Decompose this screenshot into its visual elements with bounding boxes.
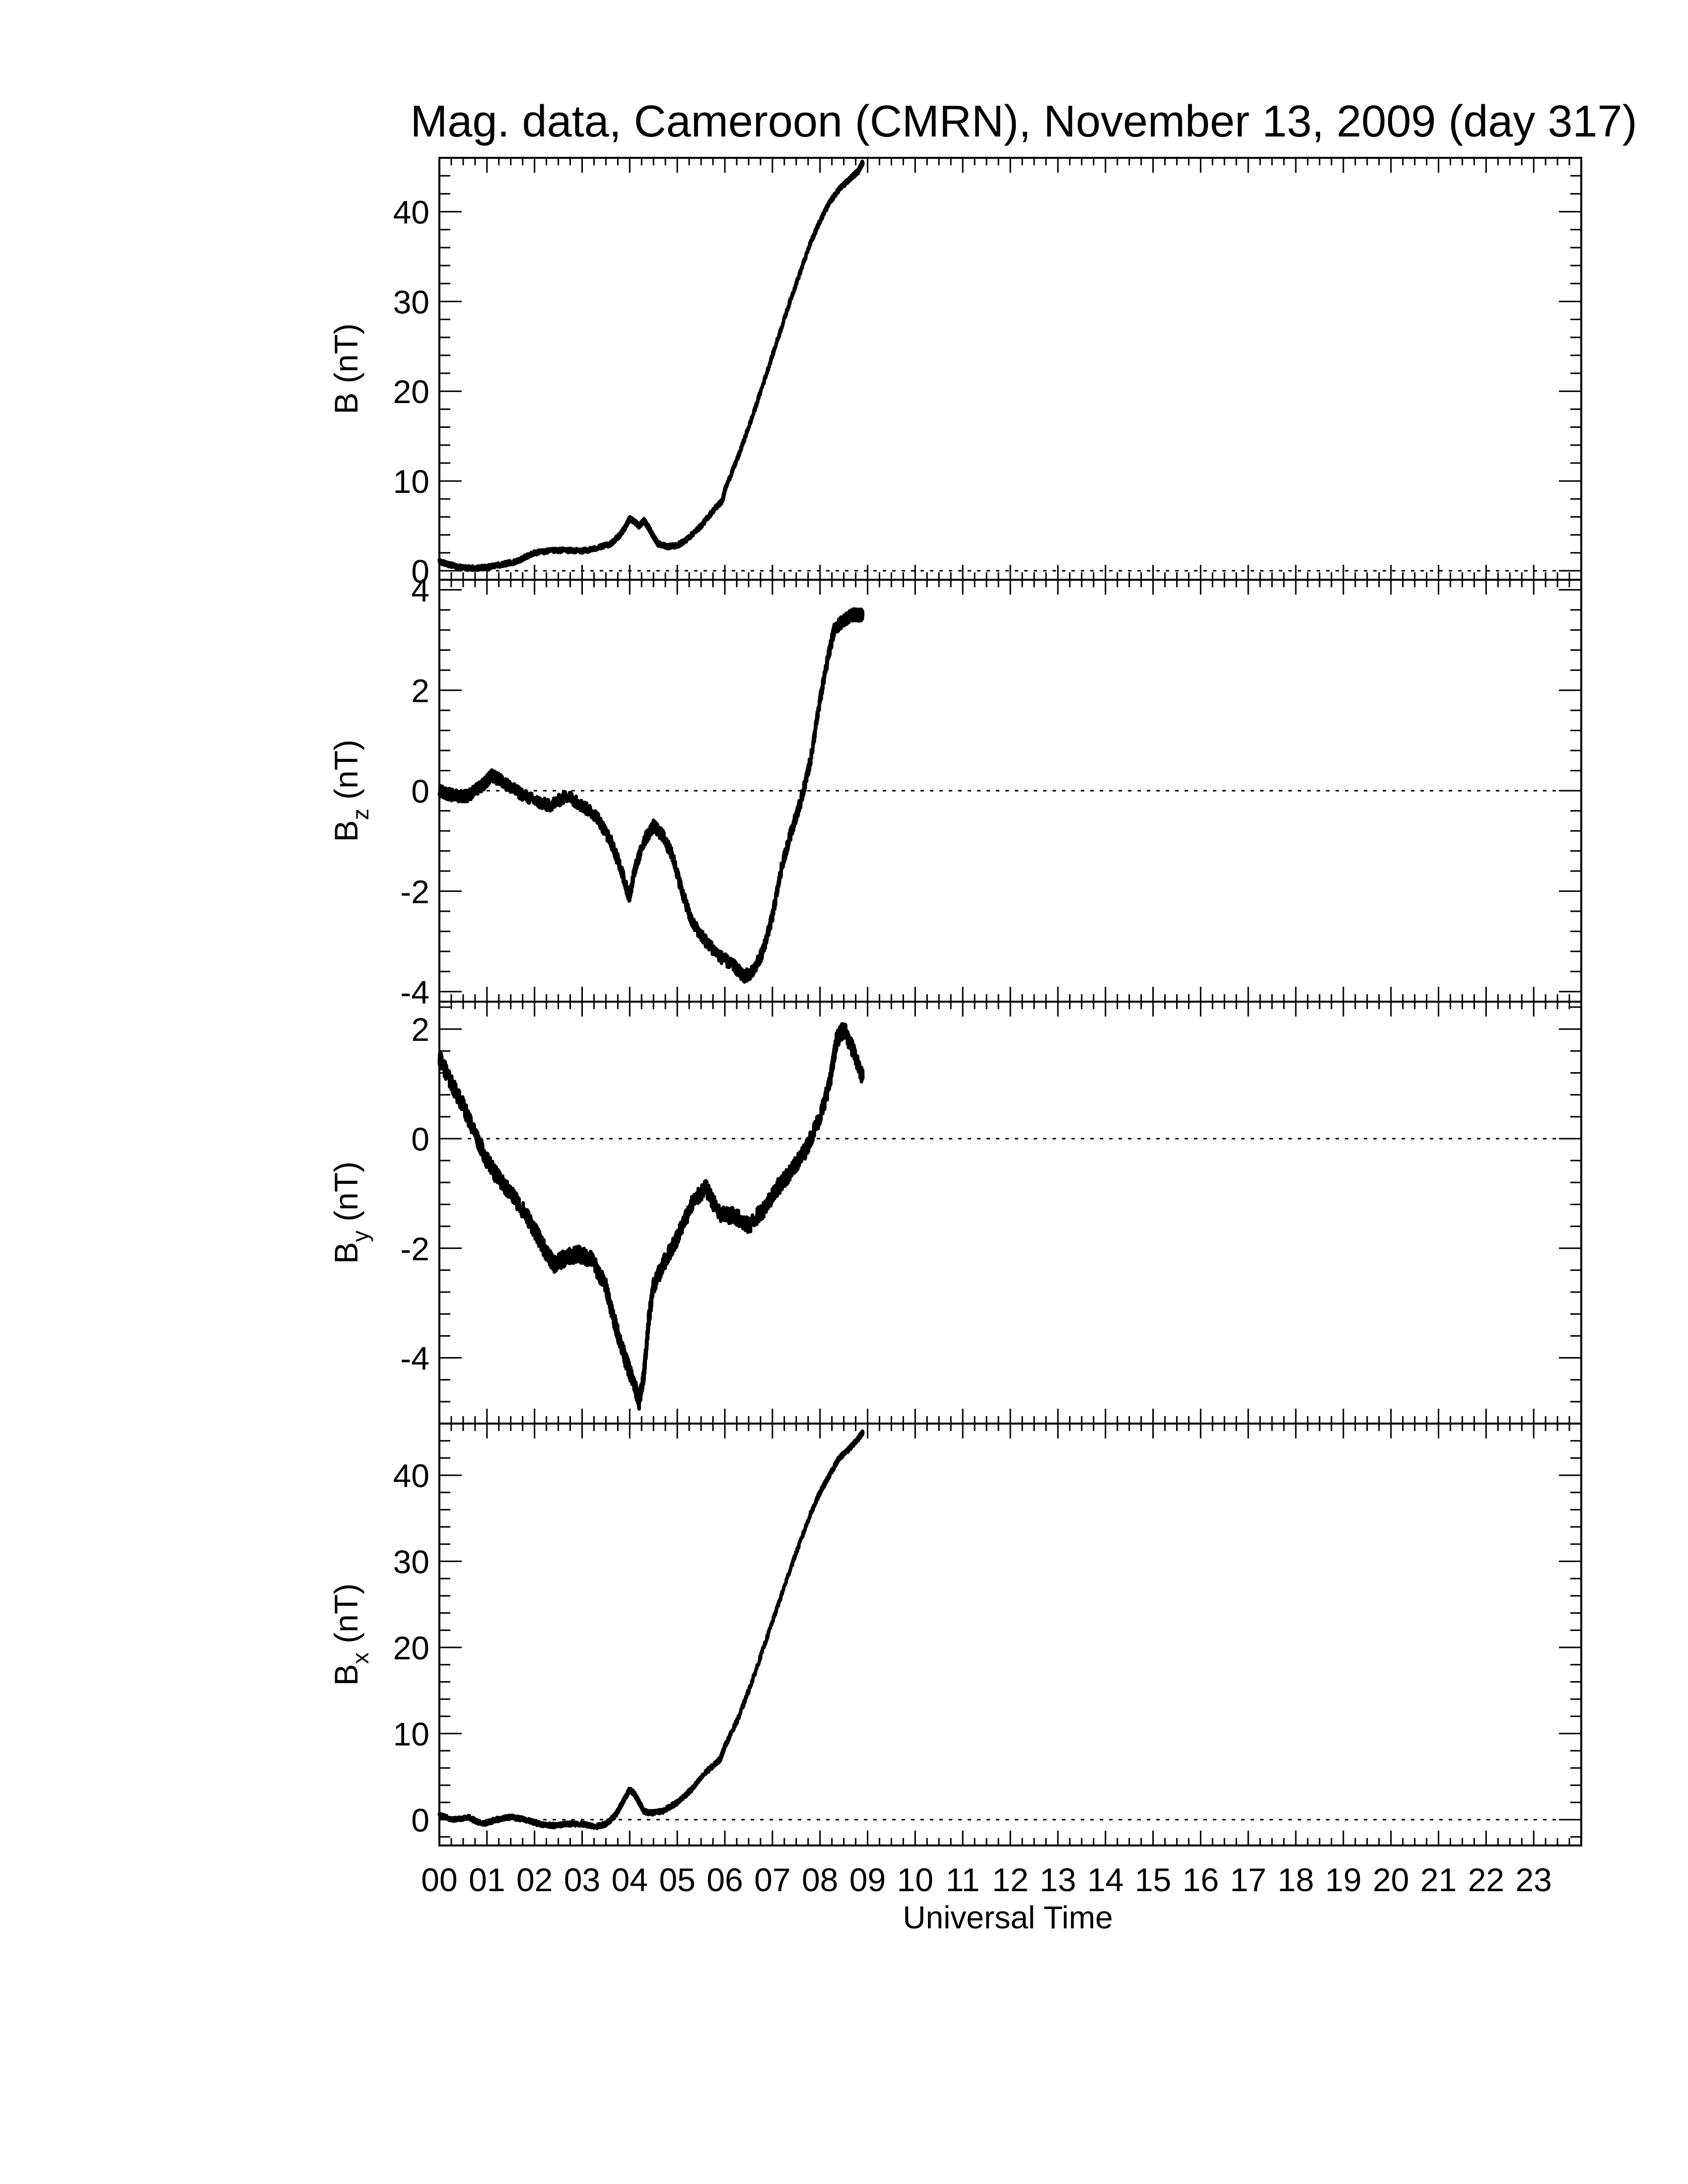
x-tick-label: 05 [659, 1861, 695, 1898]
y-tick-label: 10 [393, 463, 429, 500]
x-tick-label: 09 [849, 1861, 886, 1898]
panel-By: -4 -2 0 2 By (nT) [328, 1001, 1582, 1425]
series-line-Bz [437, 607, 865, 984]
x-tick-label: 06 [706, 1861, 743, 1898]
y-axis-label-B: B (nT) [328, 323, 364, 414]
panel-B: 0 10 20 30 40 B (nT) [328, 157, 1582, 590]
x-tick-label: 22 [1468, 1861, 1504, 1898]
y-tick-label: -4 [400, 974, 429, 1011]
x-tick-label: 16 [1183, 1861, 1219, 1898]
panel-frame-Bx [438, 1423, 1582, 1846]
chart-title: Mag. data, Cameroon (CMRN), November 13,… [410, 97, 1637, 146]
y-tick-label: 4 [411, 572, 429, 609]
x-tick-label: 01 [469, 1861, 505, 1898]
y-tick-label: 40 [393, 194, 429, 231]
y-tick-label: -2 [400, 873, 429, 910]
y-tick-label: 0 [411, 1121, 429, 1158]
panel-Bx: 0 10 20 30 40 Bx (nT) [328, 1423, 1582, 1846]
series-line-By [437, 1022, 865, 1411]
x-tick-label: 08 [802, 1861, 838, 1898]
x-tick-labels: 00 01 02 03 04 05 06 07 08 09 10 11 12 13 14 15 16 17 18 19… [421, 1861, 1552, 1898]
x-tick-label: 20 [1373, 1861, 1409, 1898]
x-tick-label: 11 [946, 1861, 980, 1898]
y-tick-label: 40 [393, 1457, 429, 1494]
y-axis-label-Bx: Bx (nT) [328, 1583, 373, 1686]
y-tick-label: 20 [393, 1630, 429, 1666]
x-tick-label: 23 [1515, 1861, 1551, 1898]
y-axis-label-Bz: Bz (nT) [328, 740, 373, 842]
panels-group: 0 10 20 30 40 B (nT) -4 -2 0 2 4 Bz (nT) -4 -2 0 2 By (n… [328, 157, 1582, 1846]
y-tick-label: 0 [411, 773, 429, 810]
x-tick-label: 04 [612, 1861, 648, 1898]
y-tick-label: 0 [411, 553, 429, 590]
y-tick-label: 20 [393, 373, 429, 410]
series-line-B [437, 159, 865, 572]
x-tick-label: 10 [897, 1861, 933, 1898]
x-tick-label: 14 [1087, 1861, 1124, 1898]
y-tick-label: -4 [400, 1340, 429, 1377]
y-tick-label: 2 [411, 1011, 429, 1048]
x-tick-label: 00 [421, 1861, 457, 1898]
y-tick-label: -2 [400, 1230, 429, 1267]
x-tick-label: 12 [992, 1861, 1028, 1898]
x-axis-label: Universal Time [903, 1900, 1113, 1935]
y-tick-label: 10 [393, 1715, 429, 1752]
y-tick-label: 30 [393, 283, 429, 320]
series-line-Bx [437, 1429, 865, 1831]
x-tick-label: 19 [1325, 1861, 1361, 1898]
panel-Bz: -4 -2 0 2 4 Bz (nT) [328, 572, 1582, 1011]
y-tick-label: 30 [393, 1544, 429, 1580]
x-tick-label: 07 [754, 1861, 790, 1898]
x-tick-label: 15 [1135, 1861, 1171, 1898]
panel-frame-B [438, 157, 1582, 581]
x-tick-label: 02 [516, 1861, 553, 1898]
x-tick-label: 13 [1040, 1861, 1076, 1898]
y-tick-label: 0 [411, 1802, 429, 1839]
x-tick-label: 21 [1420, 1861, 1457, 1898]
x-tick-label: 17 [1230, 1861, 1266, 1898]
panel-frame-By [438, 1001, 1582, 1425]
x-tick-label: 03 [564, 1861, 600, 1898]
y-tick-label: 2 [411, 673, 429, 709]
x-tick-label: 18 [1277, 1861, 1314, 1898]
y-axis-label-By: By (nT) [328, 1161, 373, 1264]
